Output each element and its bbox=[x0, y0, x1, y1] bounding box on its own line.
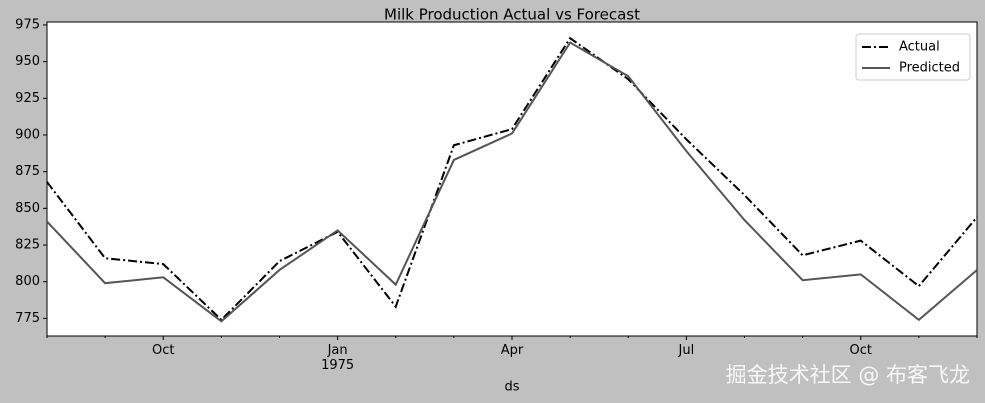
x-axis-label: ds bbox=[504, 380, 519, 395]
series-line bbox=[46, 36, 978, 322]
y-tick-label: 825 bbox=[15, 238, 40, 253]
y-tick-label: 775 bbox=[15, 311, 40, 326]
series-line bbox=[46, 41, 978, 323]
y-tick-label: 900 bbox=[15, 127, 40, 142]
x-tick-label: Apr bbox=[501, 343, 524, 358]
y-tick-label: 925 bbox=[15, 91, 40, 106]
y-tick-label: 875 bbox=[15, 164, 40, 179]
legend: Actual Predicted bbox=[855, 33, 971, 81]
y-tick-label: 850 bbox=[15, 201, 40, 216]
watermark: 掘金技术社区 @ 布客飞龙 bbox=[726, 363, 970, 387]
x-tick-label: Jul bbox=[678, 343, 695, 358]
y-tick-label: 975 bbox=[15, 17, 40, 32]
x-tick-label: Jan 1975 bbox=[321, 343, 354, 373]
y-tick-label: 950 bbox=[15, 54, 40, 69]
plot-area bbox=[46, 21, 978, 337]
x-tick-label: Oct bbox=[850, 343, 872, 358]
legend-label: Actual bbox=[899, 40, 940, 55]
legend-label: Predicted bbox=[899, 61, 960, 76]
x-tick-label: Oct bbox=[152, 343, 174, 358]
chart-title: Milk Production Actual vs Forecast bbox=[384, 6, 640, 24]
y-tick-label: 800 bbox=[15, 274, 40, 289]
